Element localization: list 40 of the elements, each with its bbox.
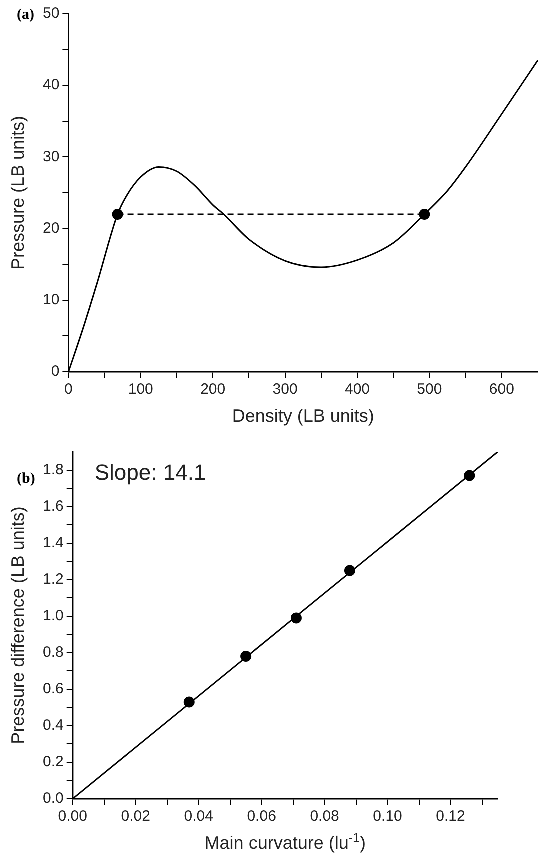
annotation: Slope: 14.1 — [94, 460, 206, 486]
y-tick-label: 1.2 — [42, 570, 64, 588]
x-tick-label: 200 — [200, 381, 226, 398]
y-tick-label: 0.6 — [42, 680, 64, 698]
point — [184, 696, 195, 708]
y-tick-label: 0.8 — [42, 644, 64, 662]
y-tick-label: 10 — [42, 292, 60, 309]
point — [344, 565, 356, 576]
x-tick-label: 100 — [128, 381, 154, 398]
y-tick-label: 1.0 — [42, 608, 64, 625]
y-tick-label: 40 — [42, 76, 60, 94]
x-tick-label: 0.06 — [247, 808, 276, 826]
y-tick-label: 1.4 — [42, 534, 64, 552]
y-tick-label: 20 — [42, 220, 60, 237]
y-tick-label: 1.6 — [42, 498, 64, 515]
y-tick-label: 0 — [51, 363, 60, 380]
x-tick-label: 0.04 — [184, 808, 214, 826]
x-tick-label: 400 — [344, 381, 370, 398]
y-tick-label: 50 — [42, 5, 60, 22]
x-tick-label: 600 — [489, 381, 514, 398]
text: (b) — [17, 470, 36, 487]
x-axis-title: Density (LB units) — [232, 406, 374, 426]
y-tick-label: 0.0 — [42, 790, 64, 808]
y-tick-label: 0.2 — [42, 754, 64, 771]
y-tick-label: 1.8 — [42, 461, 64, 478]
x-tick-label: 0.12 — [436, 808, 466, 826]
x-tick-label: 500 — [417, 381, 442, 398]
y-tick-label: 30 — [42, 148, 60, 166]
x-tick-label: 0.02 — [121, 808, 150, 826]
point — [290, 612, 302, 624]
point — [464, 470, 476, 482]
y-axis-title: Pressure (LB units) — [8, 116, 28, 270]
y-tick-label: 0.4 — [42, 717, 64, 734]
x-tick-label: 0.08 — [310, 808, 340, 826]
x-tick-label: 0.10 — [373, 808, 402, 826]
point — [240, 651, 252, 662]
text: (a) — [17, 6, 34, 23]
x-tick-label: 0.00 — [58, 808, 88, 826]
x-tick-label: 300 — [272, 381, 298, 398]
y-axis-title: Pressure difference (LB units) — [8, 506, 28, 744]
